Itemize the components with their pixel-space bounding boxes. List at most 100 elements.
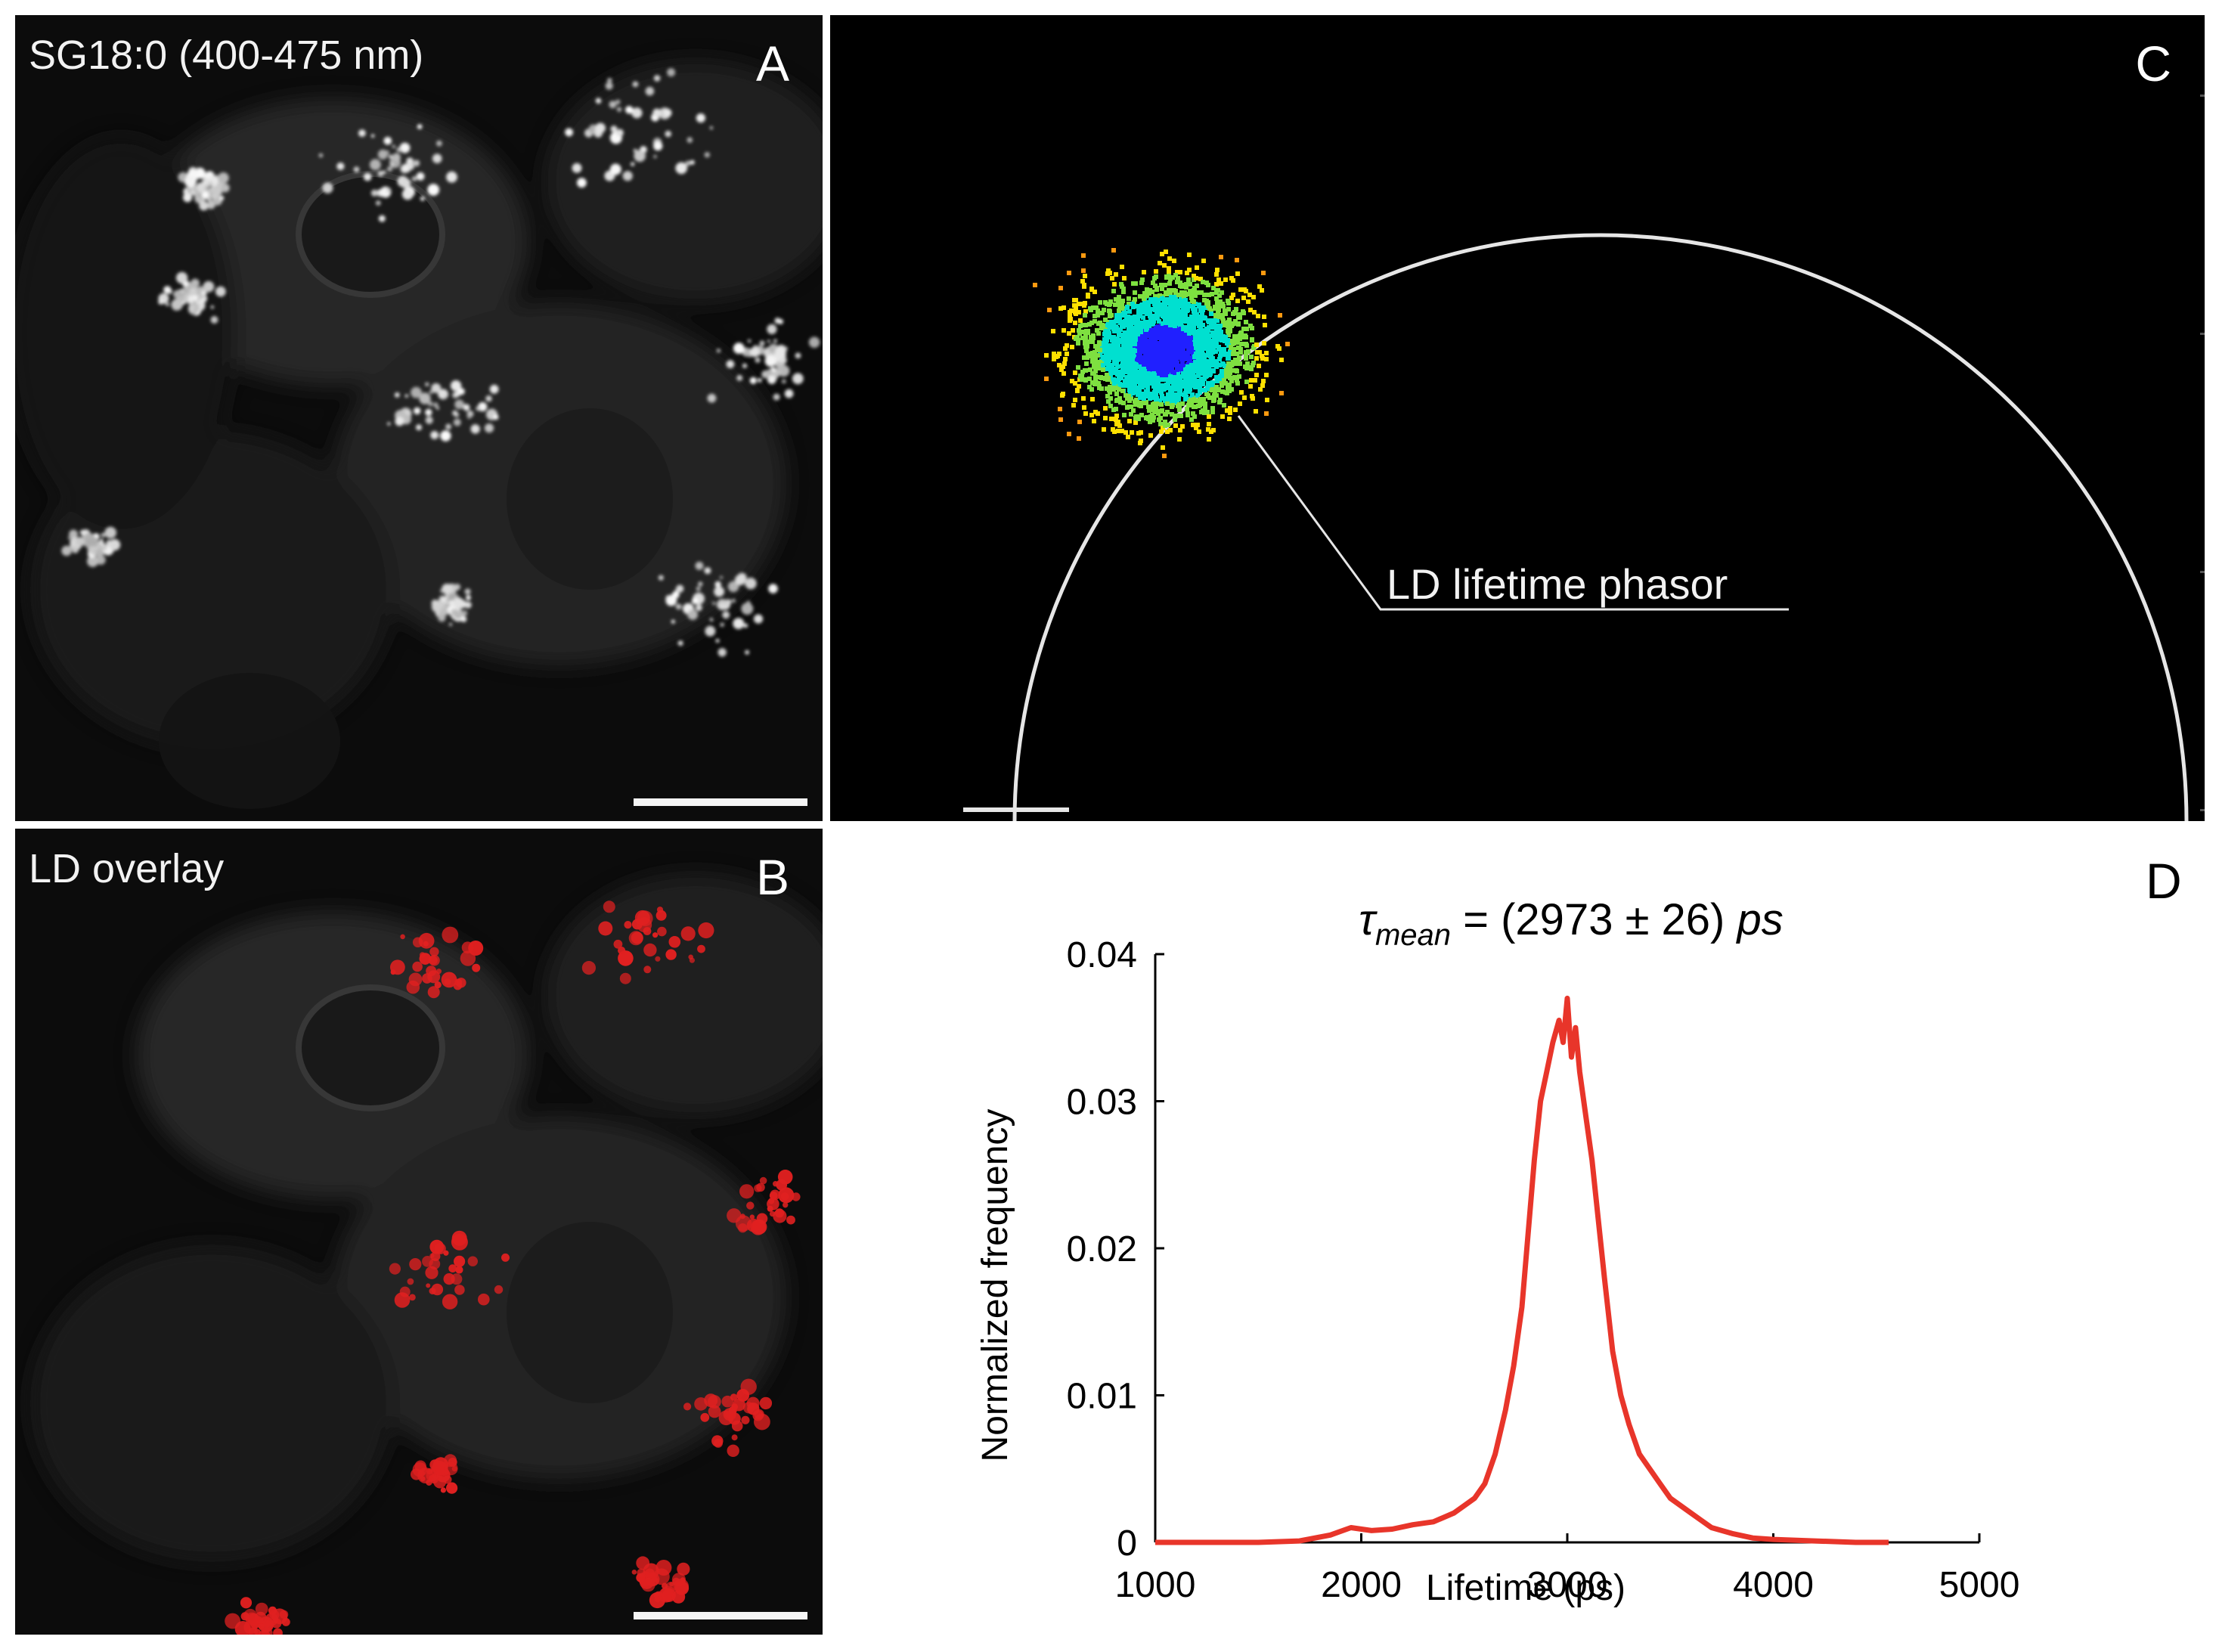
phasor-point [1215, 301, 1220, 305]
phasor-point [1181, 283, 1185, 287]
phasor-point [1080, 279, 1085, 284]
phasor-point [1118, 327, 1123, 332]
phasor-point [1133, 290, 1137, 295]
phasor-point [1078, 318, 1083, 323]
phasor-point [1213, 314, 1218, 318]
phasor-point [1214, 324, 1219, 328]
phasor-point [1114, 313, 1119, 318]
ld-overlay-spot [407, 1278, 414, 1285]
phasor-point [1184, 382, 1189, 386]
lipid-droplet-granule [207, 175, 218, 187]
phasor-point [1244, 380, 1249, 384]
phasor-point [1201, 328, 1206, 333]
phasor-point [1143, 353, 1148, 358]
ld-overlay-spot [741, 1415, 750, 1424]
phasor-point [1105, 367, 1110, 371]
lipid-droplet-granule [210, 305, 214, 309]
phasor-point [1110, 321, 1114, 326]
lipid-droplet-granule [493, 414, 499, 420]
phasor-point [1187, 331, 1192, 336]
phasor-point [1067, 331, 1071, 336]
phasor-point [1058, 306, 1063, 311]
ld-overlay-spot [460, 950, 476, 966]
phasor-point [1262, 315, 1266, 319]
lipid-droplet-granule [425, 408, 432, 417]
lipid-droplet-granule [206, 184, 210, 188]
phasor-point [1052, 352, 1056, 356]
phasor-point [1163, 318, 1167, 323]
phasor-point [1158, 311, 1162, 315]
ld-overlay-spot [680, 926, 696, 941]
phasor-point [1092, 364, 1096, 369]
lipid-droplet-granule [753, 614, 764, 624]
ld-overlay-spot [618, 947, 626, 955]
phasor-point [1228, 406, 1232, 411]
ld-overlay-spot [700, 1412, 710, 1422]
phasor-point [1248, 384, 1253, 389]
phasor-point [1163, 283, 1167, 287]
phasor-point [1139, 305, 1143, 310]
phasor-point [1233, 361, 1238, 366]
phasor-point [1160, 367, 1164, 372]
scale-bar-c [963, 807, 1069, 812]
ld-overlay-spot [456, 978, 466, 988]
phasor-point [1169, 295, 1173, 299]
lipid-droplet-granule [749, 377, 757, 384]
lipid-droplet-granule [396, 147, 402, 153]
lipid-droplet-granule [714, 586, 724, 597]
lipid-droplet-granule [784, 389, 794, 398]
phasor-point [1200, 311, 1204, 316]
phasor-point [1203, 339, 1207, 343]
phasor-point [1211, 369, 1216, 373]
lipid-droplet-granule [387, 422, 391, 426]
phasor-point [1172, 259, 1176, 263]
lipid-droplet-granule [707, 393, 717, 403]
phasor-point [1140, 385, 1145, 389]
lipid-droplet-granule [489, 384, 499, 394]
phasor-point [1058, 286, 1063, 290]
phasor-point [1178, 353, 1182, 358]
ld-overlay-spot [431, 1283, 444, 1296]
phasor-point [1176, 349, 1180, 353]
ld-overlay-spot [739, 1213, 745, 1220]
chart-title: τmean = (2973 ± 26) ps [1359, 895, 1783, 952]
phasor-point [1139, 413, 1144, 417]
lipid-droplet-granule [399, 142, 411, 153]
phasor-point [1107, 364, 1111, 368]
phasor-point [1184, 385, 1189, 389]
phasor-point [1211, 345, 1216, 349]
phasor-point [1220, 414, 1225, 419]
phasor-point [1214, 282, 1219, 287]
phasor-point [1208, 359, 1213, 364]
phasor-point [1092, 290, 1097, 294]
phasor-point [1103, 377, 1108, 381]
lipid-droplet-granule [392, 153, 401, 162]
phasor-point [1239, 390, 1244, 395]
y-axis-label: Normalized frequency [975, 1109, 1015, 1462]
phasor-point [1181, 327, 1185, 331]
phasor-point [1161, 321, 1165, 326]
phasor-point [1222, 377, 1226, 381]
phasor-point [1285, 342, 1290, 346]
x-tick-label: 4000 [1733, 1565, 1814, 1605]
phasor-point [1110, 366, 1114, 370]
phasor-point [1090, 371, 1095, 376]
phasor-point [1188, 289, 1192, 293]
lipid-droplet-granule [741, 603, 754, 615]
lipid-droplet-granule [428, 401, 433, 407]
phasor-point [1205, 410, 1210, 414]
phasor-point [1073, 321, 1077, 325]
phasor-point [1241, 296, 1246, 300]
phasor-point [1184, 285, 1189, 290]
lipid-droplet-granule [445, 423, 451, 430]
phasor-point [1155, 367, 1160, 372]
ld-overlay-spot [749, 1214, 755, 1220]
phasor-point [1198, 352, 1202, 357]
phasor-point [1190, 299, 1195, 303]
phasor-point [1242, 395, 1247, 400]
phasor-point [1216, 277, 1221, 282]
phasor-point [1185, 271, 1189, 275]
lipid-droplet-granule [607, 78, 612, 83]
lipid-droplet-granule [616, 107, 622, 112]
phasor-point [1181, 351, 1185, 355]
